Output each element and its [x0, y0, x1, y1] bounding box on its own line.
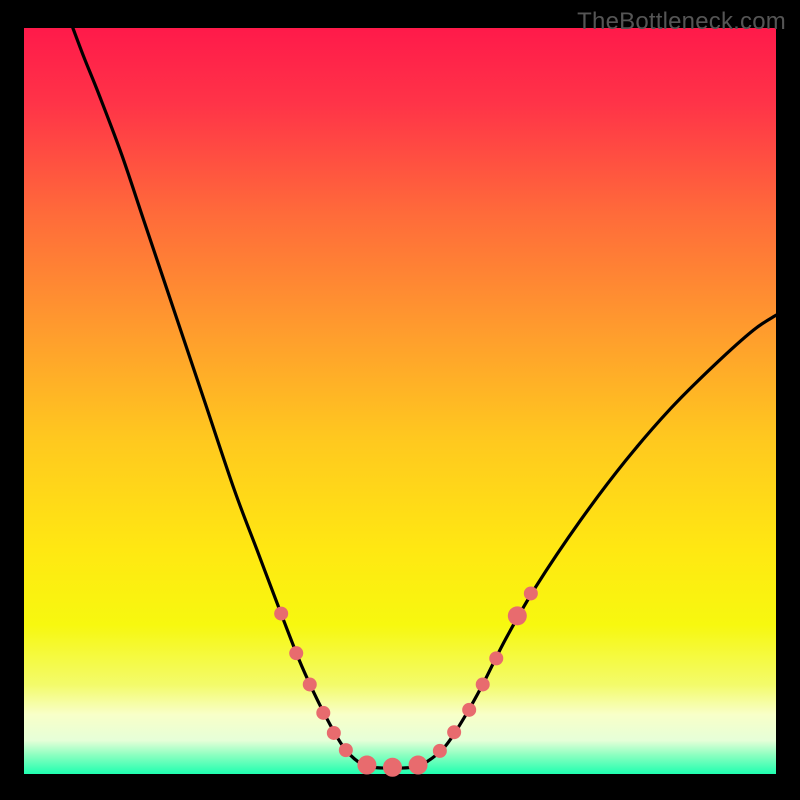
curve-marker [462, 703, 476, 717]
curve-marker [447, 725, 461, 739]
curve-marker [524, 586, 538, 600]
curve-marker [316, 706, 330, 720]
curve-marker [508, 606, 527, 625]
curve-marker [339, 743, 353, 757]
curve-marker [303, 677, 317, 691]
watermark-text: TheBottleneck.com [577, 8, 786, 36]
curve-marker [476, 677, 490, 691]
curve-marker [433, 744, 447, 758]
chart-container: TheBottleneck.com [0, 0, 800, 800]
curve-marker [383, 758, 402, 777]
curve-marker [409, 756, 428, 775]
curve-marker [327, 726, 341, 740]
plot-background [24, 28, 776, 774]
curve-marker [274, 607, 288, 621]
bottleneck-chart [0, 0, 800, 800]
curve-marker [489, 651, 503, 665]
curve-marker [289, 646, 303, 660]
curve-marker [357, 756, 376, 775]
